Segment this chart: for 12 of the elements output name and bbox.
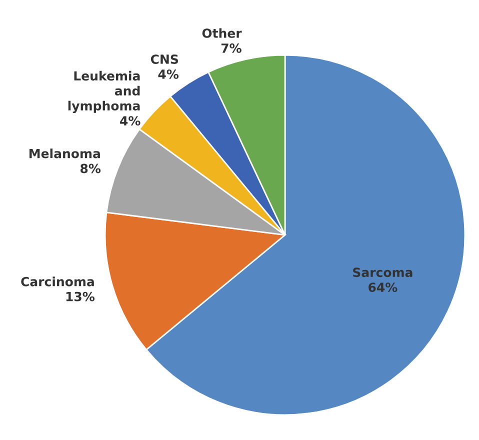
data-label: 4% <box>120 116 140 126</box>
data-label: 7% <box>221 43 242 53</box>
slice-label: Sarcoma <box>353 268 412 278</box>
slice-label: Leukemia and lymphoma <box>68 70 140 114</box>
data-label: 13% <box>66 292 95 302</box>
slice-label: Carcinoma <box>21 276 94 286</box>
slice-label: Other <box>202 28 242 38</box>
data-label: 64% <box>368 282 398 292</box>
slice-label: Melanoma <box>30 148 100 158</box>
data-label: 4% <box>158 69 179 79</box>
data-label: 8% <box>80 164 101 174</box>
slice-label: CNS <box>150 54 178 64</box>
